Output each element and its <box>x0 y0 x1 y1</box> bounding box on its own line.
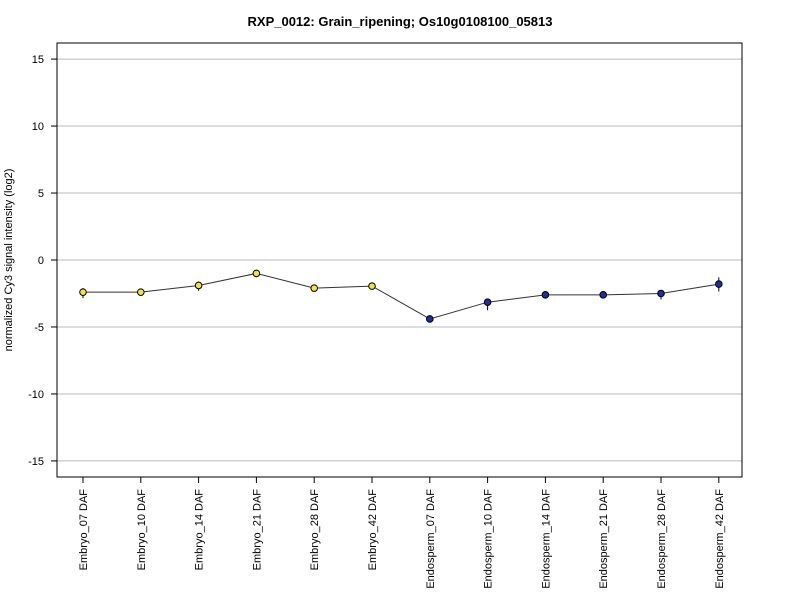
y-tick-label: 15 <box>32 54 44 66</box>
gridlines <box>57 58 742 462</box>
data-point <box>599 291 608 299</box>
x-tick-label: Endosperm_10 DAF <box>483 489 495 589</box>
x-tick-label: Embryo_07 DAF <box>78 489 90 571</box>
x-tick-label: Endosperm_14 DAF <box>540 489 552 589</box>
y-tick-label: -15 <box>28 456 44 468</box>
x-tick-label: Embryo_14 DAF <box>194 489 206 571</box>
x-tick-label: Embryo_10 DAF <box>136 489 148 571</box>
y-tick-label: -5 <box>34 322 44 334</box>
x-tick-label: Embryo_28 DAF <box>309 489 321 571</box>
y-tick-label: 0 <box>38 255 44 267</box>
series-line <box>83 272 719 320</box>
series <box>79 269 723 323</box>
data-point <box>252 269 261 278</box>
x-tick-label: Embryo_42 DAF <box>367 489 379 571</box>
data-point <box>137 288 145 296</box>
data-point <box>541 291 550 299</box>
y-tick-label: 5 <box>38 188 44 200</box>
data-point <box>715 280 723 288</box>
y-axis: 15 10 5 0 -5 -10 -15 <box>28 54 57 468</box>
y-tick-label: 10 <box>32 121 44 133</box>
y-tick-label: -10 <box>28 389 44 401</box>
data-point <box>483 298 492 306</box>
x-axis: Embryo_07 DAF Embryo_10 DAF Embryo_14 DAF E… <box>78 477 726 589</box>
x-tick-label: Endosperm_42 DAF <box>714 489 726 589</box>
data-point <box>426 315 434 323</box>
x-tick-label: Endosperm_28 DAF <box>656 489 668 589</box>
data-point <box>368 282 376 290</box>
y-axis-label: normalized Cy3 signal intensity (log2) <box>3 169 15 352</box>
data-point <box>310 284 319 292</box>
x-tick-label: Endosperm_07 DAF <box>425 489 437 589</box>
data-point <box>79 288 87 296</box>
x-tick-label: Embryo_21 DAF <box>251 489 263 571</box>
data-point <box>194 281 203 290</box>
chart-title: RXP_0012: Grain_ripening; Os10g0108100_0… <box>248 14 553 29</box>
data-point <box>657 289 665 298</box>
x-tick-label: Endosperm_21 DAF <box>598 489 610 589</box>
